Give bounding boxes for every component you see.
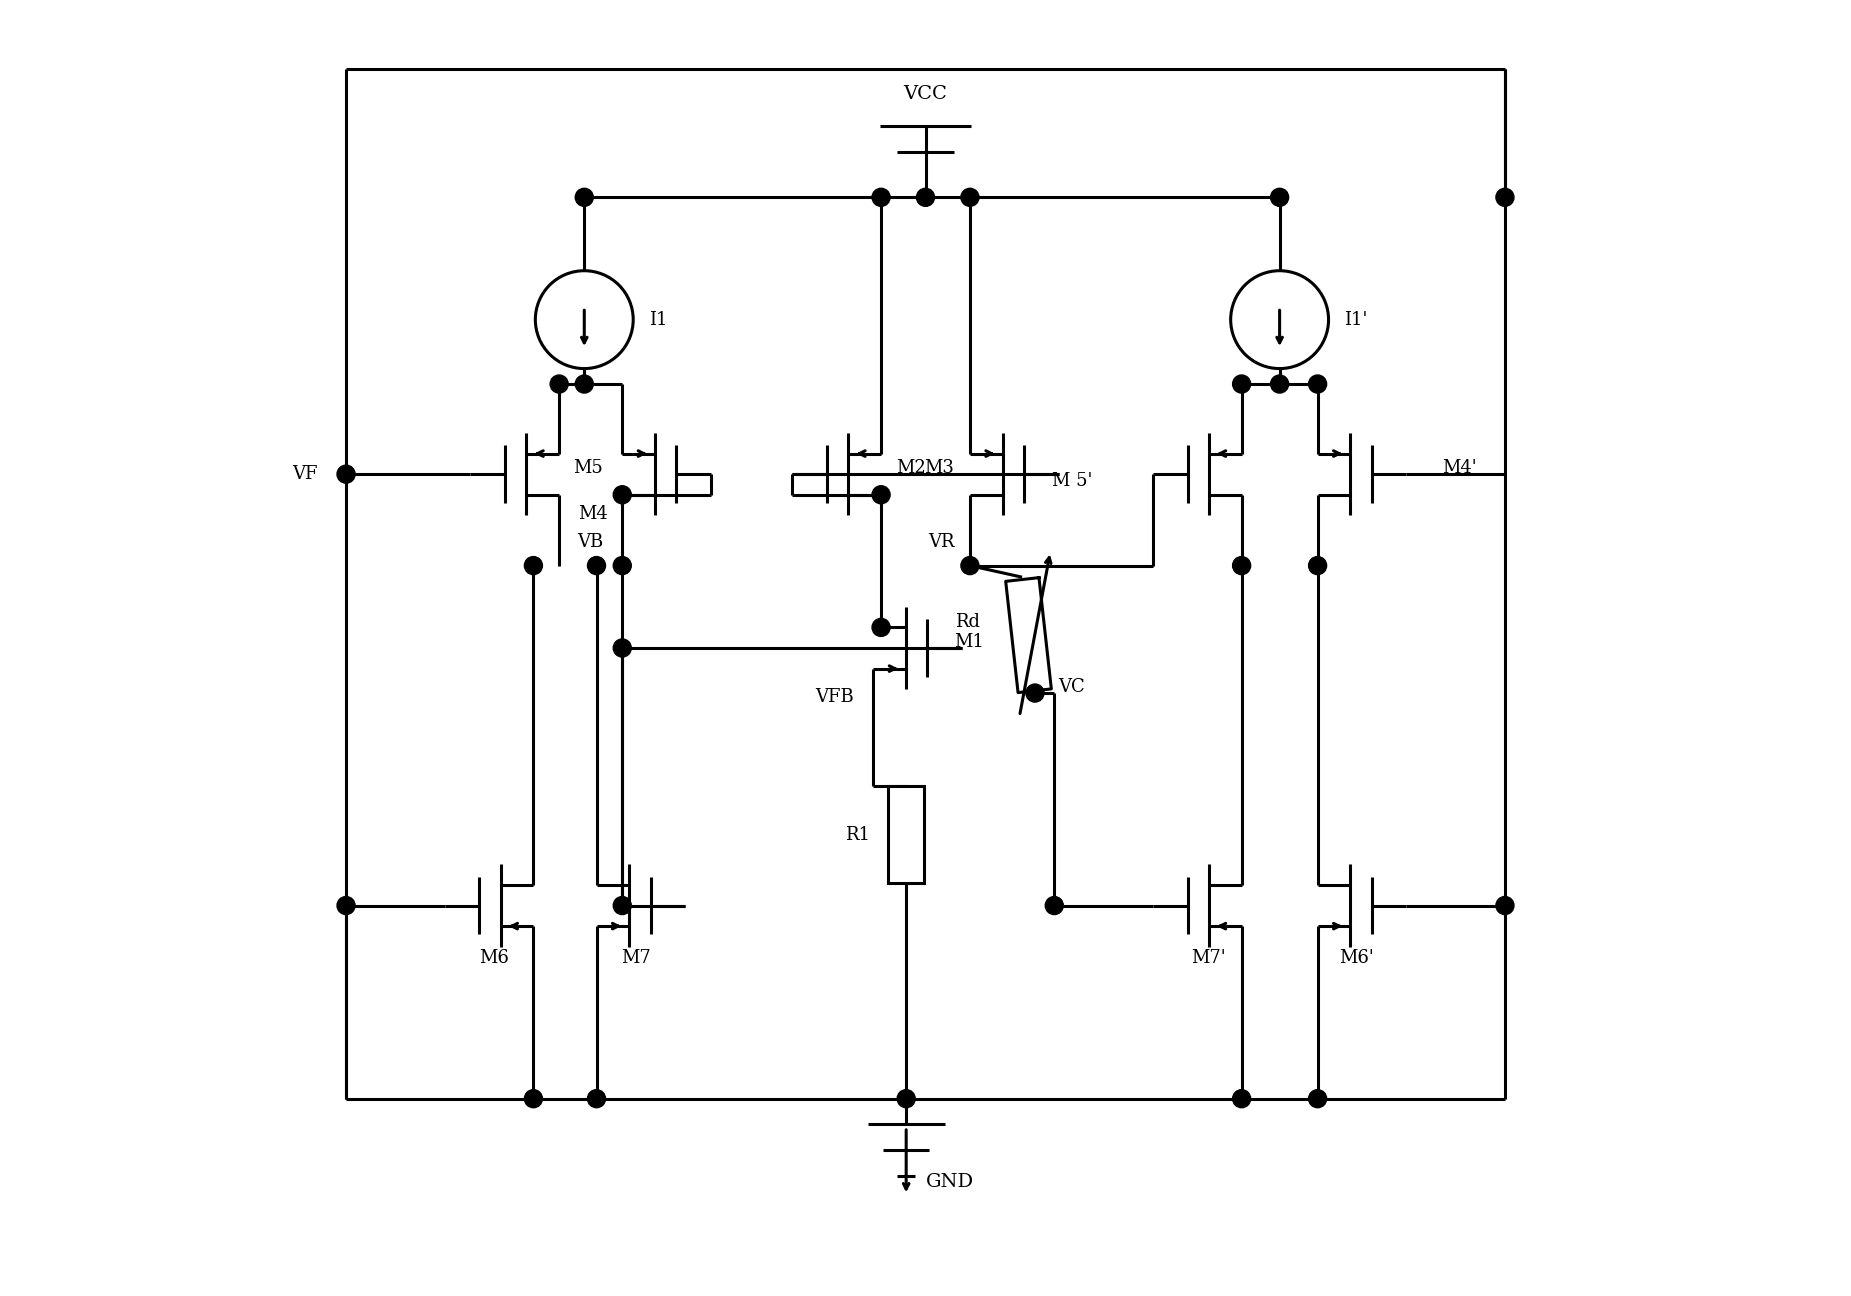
Circle shape — [872, 486, 890, 504]
Text: M6: M6 — [479, 950, 509, 967]
Circle shape — [550, 375, 568, 393]
Text: VFB: VFB — [814, 688, 853, 706]
Circle shape — [587, 1090, 605, 1108]
Circle shape — [613, 486, 631, 504]
Text: Rd: Rd — [955, 613, 979, 631]
Text: M2: M2 — [896, 459, 926, 477]
Text: R1: R1 — [846, 826, 870, 844]
Circle shape — [1309, 556, 1327, 574]
Circle shape — [587, 556, 605, 574]
Text: VB: VB — [578, 534, 603, 551]
Circle shape — [576, 188, 594, 206]
Text: I1': I1' — [1344, 311, 1368, 329]
Text: VF: VF — [292, 465, 318, 483]
Circle shape — [1309, 1090, 1327, 1108]
Circle shape — [872, 188, 890, 206]
Circle shape — [1233, 556, 1251, 574]
Text: M4': M4' — [1442, 459, 1477, 477]
Circle shape — [576, 375, 594, 393]
Bar — [888, 787, 924, 883]
Circle shape — [524, 556, 542, 574]
Circle shape — [961, 556, 979, 574]
Circle shape — [337, 897, 355, 915]
Circle shape — [613, 556, 631, 574]
Circle shape — [1496, 188, 1514, 206]
Text: M1: M1 — [955, 632, 985, 651]
Text: I1: I1 — [648, 311, 666, 329]
Circle shape — [872, 618, 890, 636]
Text: M 5': M 5' — [1053, 472, 1092, 490]
Circle shape — [1025, 684, 1044, 702]
Text: M5: M5 — [574, 459, 603, 477]
Circle shape — [1233, 1090, 1251, 1108]
Circle shape — [1496, 897, 1514, 915]
Text: M7': M7' — [1192, 950, 1225, 967]
Circle shape — [916, 188, 935, 206]
Circle shape — [1270, 188, 1288, 206]
Text: VC: VC — [1059, 678, 1085, 696]
Circle shape — [1309, 375, 1327, 393]
Circle shape — [613, 639, 631, 657]
Text: VCC: VCC — [903, 86, 948, 104]
Circle shape — [1233, 375, 1251, 393]
Text: M4: M4 — [579, 505, 609, 524]
Text: M7: M7 — [620, 950, 652, 967]
Text: M6': M6' — [1340, 950, 1373, 967]
Circle shape — [1270, 375, 1288, 393]
Circle shape — [898, 1090, 914, 1108]
Text: M3: M3 — [926, 459, 955, 477]
Circle shape — [524, 1090, 542, 1108]
Text: GND: GND — [926, 1173, 974, 1191]
Circle shape — [613, 897, 631, 915]
Circle shape — [961, 188, 979, 206]
Circle shape — [1046, 897, 1062, 915]
Circle shape — [337, 465, 355, 483]
Text: VR: VR — [927, 534, 955, 551]
